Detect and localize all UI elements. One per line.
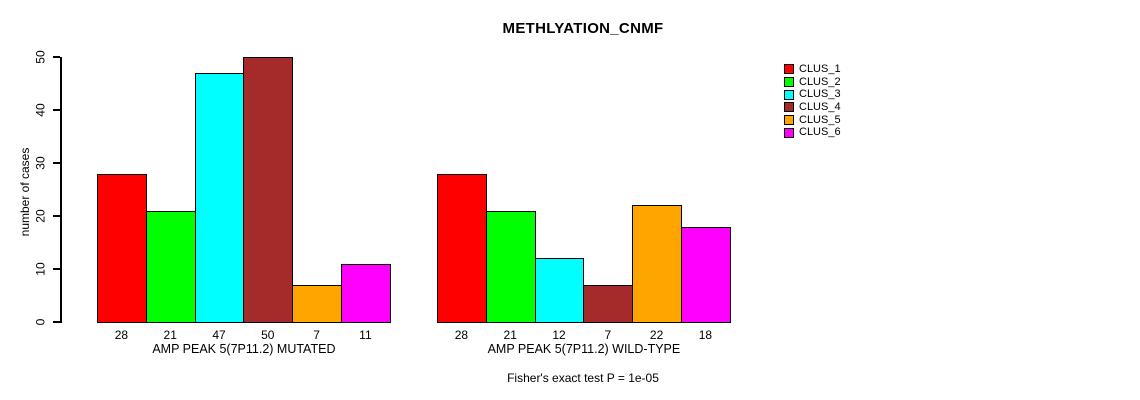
y-axis-tick-label: 10 <box>33 262 48 276</box>
chart-title: METHLYATION_CNMF <box>502 20 664 37</box>
bar-clus-4-group-2 <box>583 284 634 323</box>
legend-item-label: CLUS_2 <box>799 75 841 88</box>
x-group-label: AMP PEAK 5(7P11.2) WILD-TYPE <box>487 342 681 356</box>
legend-color-swatch <box>784 89 794 100</box>
bar-clus-5-group-1 <box>292 284 342 323</box>
y-axis-tick-label: 0 <box>33 318 48 326</box>
y-axis <box>60 56 62 323</box>
bar-clus-4-group-1 <box>243 57 294 323</box>
bar-value-label: 21 <box>503 328 517 342</box>
legend-item: CLUS_6 <box>784 126 841 139</box>
y-axis-tick-label: 20 <box>33 209 48 223</box>
legend-item: CLUS_2 <box>784 76 841 89</box>
bar-value-label: 11 <box>359 328 372 342</box>
bar-value-label: 7 <box>313 328 320 342</box>
bar-value-label: 50 <box>261 328 275 342</box>
bar-clus-1-group-1 <box>97 173 147 323</box>
bar-value-label: 47 <box>212 328 226 342</box>
y-axis-tick <box>53 268 60 270</box>
legend-color-swatch <box>784 102 794 113</box>
bar-clus-1-group-2 <box>437 173 487 323</box>
bar-value-label: 18 <box>698 328 713 342</box>
legend-item: CLUS_5 <box>784 114 841 127</box>
x-group-label: AMP PEAK 5(7P11.2) MUTATED <box>152 342 336 356</box>
y-axis-tick <box>53 56 60 58</box>
y-axis-tick-label: 40 <box>33 103 48 117</box>
bar-clus-2-group-2 <box>485 210 536 323</box>
y-axis-tick <box>53 215 60 217</box>
legend-color-swatch <box>784 77 794 88</box>
legend-item: CLUS_4 <box>784 101 841 114</box>
bar-clus-5-group-2 <box>632 205 682 323</box>
legend-item-label: CLUS_3 <box>799 88 841 101</box>
legend-item: CLUS_1 <box>784 63 841 76</box>
legend-item-label: CLUS_5 <box>799 113 841 126</box>
y-axis-tick-label: 30 <box>33 156 48 170</box>
bar-clus-3-group-1 <box>194 72 245 323</box>
legend-item-label: CLUS_1 <box>799 62 841 75</box>
y-axis-tick <box>53 162 60 164</box>
bar-clus-2-group-1 <box>145 210 196 323</box>
y-axis-tick <box>53 109 60 111</box>
legend-color-swatch <box>784 64 794 75</box>
legend-item-label: CLUS_6 <box>799 126 841 139</box>
bar-clus-6-group-2 <box>681 226 731 323</box>
bar-clus-6-group-1 <box>341 263 391 323</box>
bar-clus-3-group-2 <box>534 258 585 323</box>
bar-value-label: 28 <box>114 328 129 342</box>
y-axis-tick-label: 50 <box>33 50 48 64</box>
bar-value-label: 28 <box>454 328 469 342</box>
legend-item-label: CLUS_4 <box>799 100 841 113</box>
bar-value-label: 12 <box>552 328 566 342</box>
legend: CLUS_1 CLUS_2 CLUS_3 CLUS_4 CLUS_5 CLUS_6 <box>784 63 841 139</box>
y-axis-tick <box>53 321 60 323</box>
bar-value-label: 22 <box>649 328 664 342</box>
bar-value-label: 21 <box>163 328 177 342</box>
legend-item: CLUS_3 <box>784 88 841 101</box>
annotation-text: Fisher's exact test P = 1e-05 <box>507 371 659 385</box>
legend-color-swatch <box>784 115 794 126</box>
legend-color-swatch <box>784 127 794 138</box>
bar-value-label: 7 <box>604 328 612 342</box>
